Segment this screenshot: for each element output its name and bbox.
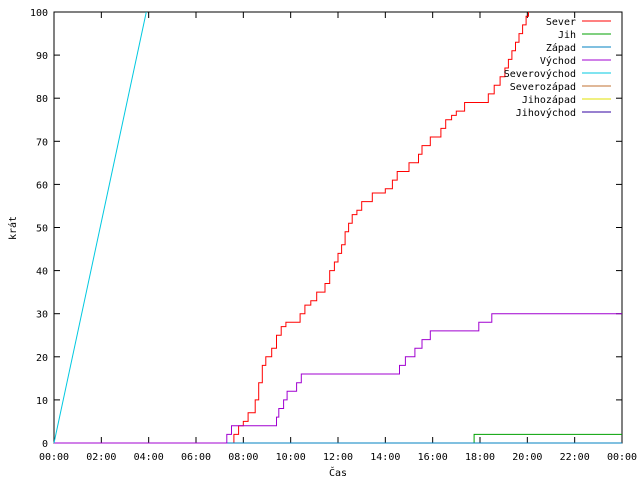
x-tick-label: 16:00 [418, 452, 448, 463]
y-tick-label: 80 [36, 94, 48, 105]
x-tick-label: 06:00 [181, 452, 211, 463]
x-tick-label: 22:00 [560, 452, 590, 463]
y-tick-label: 60 [36, 180, 48, 191]
legend-label: Jih [558, 30, 576, 41]
legend-label: Severovýchod [504, 68, 576, 80]
series-line-0 [231, 12, 529, 444]
series-line-4 [53, 11, 147, 444]
x-tick-label: 00:00 [39, 452, 69, 463]
series-line-3 [54, 313, 622, 444]
x-axis-title: Čas [329, 466, 347, 479]
x-tick-label: 10:00 [276, 452, 306, 463]
x-tick-label: 00:00 [607, 452, 637, 463]
legend-label: Východ [540, 55, 576, 67]
y-tick-label: 70 [36, 137, 48, 148]
axis-ticks: 0 10 20 30 40 50 60 70 80 90 100 00:00 02:00 04:00 06:… [30, 8, 637, 463]
y-tick-label: 30 [36, 310, 48, 321]
legend-label: Jihovýchod [516, 107, 576, 119]
y-tick-label: 0 [42, 439, 48, 450]
series-lines [53, 11, 622, 444]
y-tick-label: 20 [36, 353, 48, 364]
y-tick-label: 40 [36, 267, 48, 278]
x-tick-label: 14:00 [370, 452, 400, 463]
y-tick-label: 10 [36, 396, 48, 407]
legend-label: Západ [546, 42, 576, 54]
x-tick-label: 02:00 [86, 452, 116, 463]
y-tick-label: 50 [36, 224, 48, 235]
x-tick-label: 08:00 [228, 452, 258, 463]
x-tick-label: 12:00 [323, 452, 353, 463]
y-axis-title: krát [7, 216, 19, 240]
legend-label: Sever [546, 17, 576, 28]
y-tick-label: 90 [36, 51, 48, 62]
x-tick-label: 04:00 [134, 452, 164, 463]
x-tick-label: 20:00 [512, 452, 542, 463]
legend: Sever JihZápadVýchodSeverovýchodSeverozáp… [504, 17, 611, 119]
legend-label: Severozápad [510, 81, 576, 93]
y-tick-label: 100 [30, 8, 48, 19]
x-tick-label: 18:00 [465, 452, 495, 463]
legend-label: Jihozápad [522, 94, 576, 106]
